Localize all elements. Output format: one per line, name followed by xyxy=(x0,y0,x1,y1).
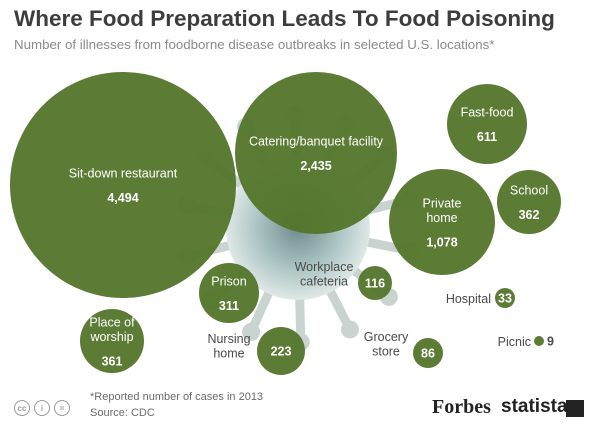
bubble-catering-banquet-facility xyxy=(235,72,397,234)
bubble-label: Workplace xyxy=(295,260,354,274)
bubble-label: Hospital xyxy=(446,292,491,306)
bubble-group-school: School 362 xyxy=(497,170,561,234)
source-note: Source: CDC xyxy=(90,407,155,419)
bubble-picnic xyxy=(534,336,544,346)
bubble-sit-down-restaurant xyxy=(10,72,236,298)
statista-logo: statista xyxy=(501,396,568,417)
bubble-value: 311 xyxy=(219,299,239,313)
bubble-label: home xyxy=(213,346,244,360)
statista-logo-mark-icon xyxy=(566,400,584,417)
bubble-place-of-worship xyxy=(80,309,144,373)
bubble-prison xyxy=(199,263,259,323)
footnote: *Reported number of cases in 2013 xyxy=(90,391,264,403)
bubble-value: 9 xyxy=(547,335,554,349)
bubble-label: Grocery xyxy=(364,330,409,344)
bubble-group-picnic: Picnic 9 xyxy=(498,335,554,350)
bubble-value: 1,078 xyxy=(426,235,457,249)
bubble-fast-food xyxy=(447,84,527,164)
bubble-value: 223 xyxy=(271,345,292,359)
bubble-label: Sit-down restaurant xyxy=(69,167,178,181)
bubble-grocery-store xyxy=(413,338,443,368)
chart-subtitle: Number of illnesses from foodborne disea… xyxy=(14,37,495,52)
bubble-label: Prison xyxy=(211,275,246,289)
bubble-workplace-cafeteria xyxy=(358,266,392,300)
bubble-label: Nursing xyxy=(207,332,250,346)
cc-icon: cc xyxy=(14,400,30,416)
bubble-value: 116 xyxy=(365,277,385,291)
forbes-logo: Forbes xyxy=(432,396,491,418)
bubble-group-sit-down-restaurant: Sit-down restaurant 4,494 xyxy=(10,72,236,298)
bubble-label: School xyxy=(510,184,548,198)
bubble-group-prison: Prison 311 xyxy=(199,263,259,323)
license-icons: cc i = xyxy=(14,400,70,416)
chart-title: Where Food Preparation Leads To Food Poi… xyxy=(14,6,555,31)
bubble-label: store xyxy=(372,344,400,358)
bubble-label: Catering/banquet facility xyxy=(249,135,384,149)
bubble-group-fast-food: Fast-food 611 xyxy=(447,84,527,164)
bubble-value: 611 xyxy=(477,130,497,144)
bubble-label: Fast-food xyxy=(461,106,514,120)
bubble-label: Picnic xyxy=(498,335,531,349)
bubble-value: 361 xyxy=(102,354,123,368)
bubble-label: worship xyxy=(89,330,133,344)
bubble-value: 2,435 xyxy=(300,159,331,173)
bubble-nursing-home xyxy=(257,327,305,375)
bubble-value: 86 xyxy=(421,347,435,361)
bubble-private-home xyxy=(389,169,495,275)
bubble-group-hospital: Hospital 33 xyxy=(446,288,515,308)
bubble-school xyxy=(497,170,561,234)
bubble-group-catering-banquet-facility: Catering/banquet facility 2,435 xyxy=(235,72,397,234)
by-icon: i xyxy=(34,400,50,416)
bubble-value: 362 xyxy=(519,208,540,222)
nd-icon: = xyxy=(54,400,70,416)
bubble-label: cafeteria xyxy=(300,274,348,288)
bubble-hospital xyxy=(495,288,515,308)
bubble-label: home xyxy=(426,211,457,225)
bubble-value: 33 xyxy=(498,292,512,306)
bubble-value: 4,494 xyxy=(107,191,138,205)
bubble-label: Private xyxy=(423,196,462,210)
bubble-label: Place of xyxy=(89,315,135,329)
